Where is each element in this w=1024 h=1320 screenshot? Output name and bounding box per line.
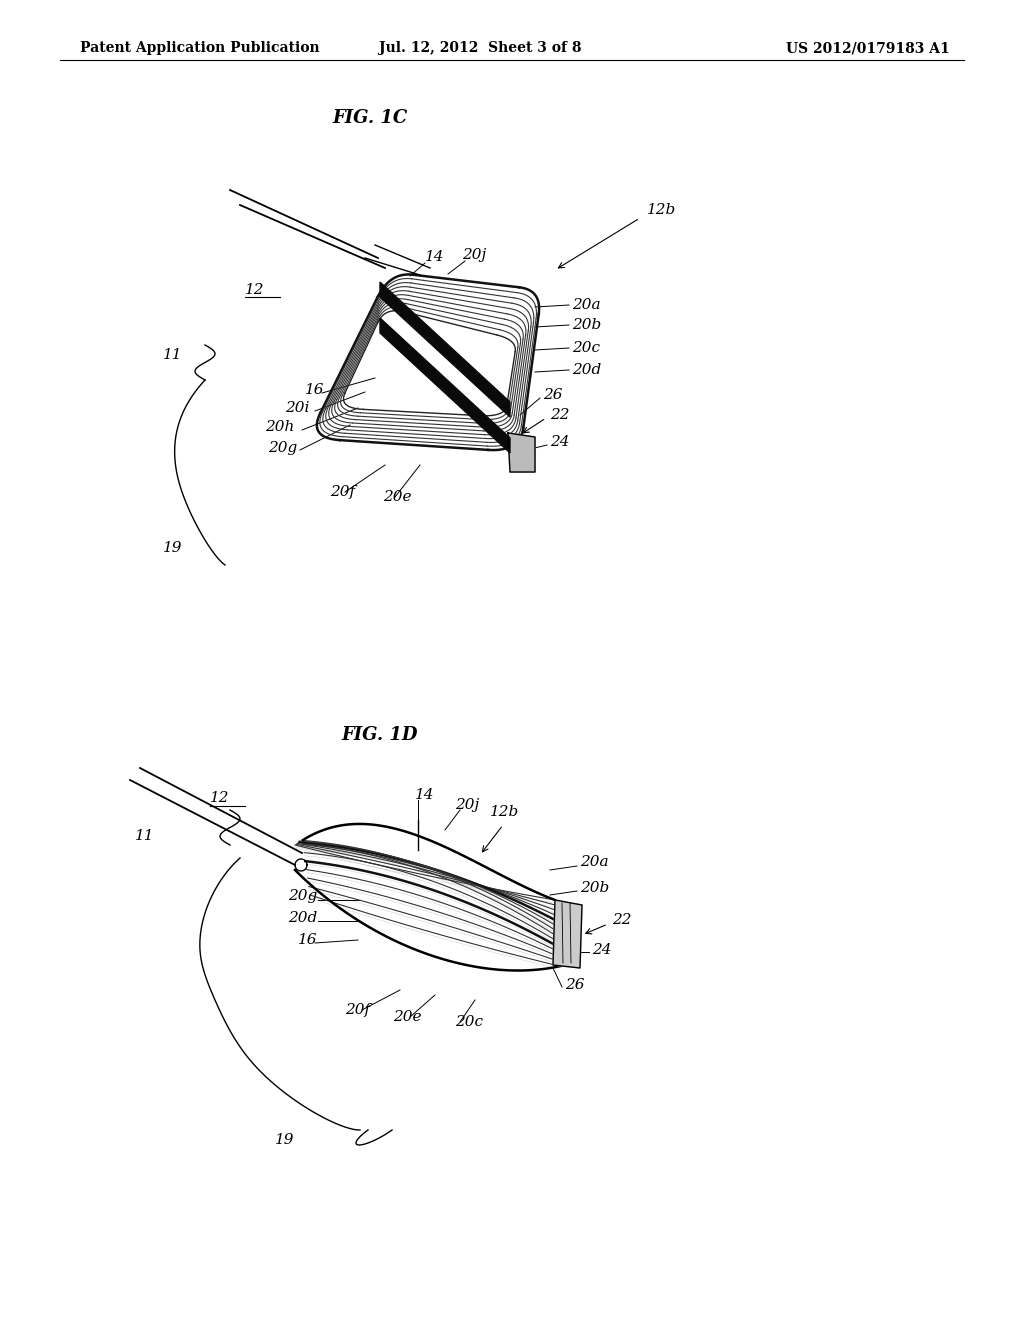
Text: 12: 12: [210, 791, 229, 805]
Text: FIG. 1C: FIG. 1C: [333, 110, 408, 127]
Text: 20f: 20f: [330, 484, 355, 499]
Text: 12b: 12b: [490, 805, 519, 818]
Text: 20d: 20d: [572, 363, 601, 378]
Text: 20d: 20d: [288, 911, 317, 925]
Polygon shape: [553, 900, 582, 968]
Text: 22: 22: [550, 408, 569, 422]
Text: 26: 26: [565, 978, 585, 993]
Text: 20a: 20a: [572, 298, 601, 312]
Text: Jul. 12, 2012  Sheet 3 of 8: Jul. 12, 2012 Sheet 3 of 8: [379, 41, 582, 55]
Text: 14: 14: [415, 788, 434, 803]
Text: US 2012/0179183 A1: US 2012/0179183 A1: [786, 41, 950, 55]
Text: 26: 26: [543, 388, 562, 403]
Text: 20c: 20c: [572, 341, 600, 355]
Text: 12b: 12b: [647, 203, 676, 216]
Text: 20a: 20a: [580, 855, 608, 869]
Text: 20f: 20f: [345, 1003, 370, 1016]
Text: 20e: 20e: [383, 490, 412, 504]
Text: Patent Application Publication: Patent Application Publication: [80, 41, 319, 55]
Text: 20j: 20j: [462, 248, 486, 261]
Text: 20b: 20b: [580, 880, 609, 895]
Text: 12: 12: [245, 282, 264, 297]
Text: 11: 11: [163, 348, 182, 362]
Text: 24: 24: [550, 436, 569, 449]
Text: 20h: 20h: [265, 420, 294, 434]
Text: 16: 16: [298, 933, 317, 946]
Text: 20j: 20j: [455, 799, 479, 812]
Text: 11: 11: [135, 829, 155, 843]
Text: FIG. 1D: FIG. 1D: [342, 726, 418, 744]
Text: 20g: 20g: [268, 441, 297, 455]
Text: 22: 22: [612, 913, 632, 927]
Text: 20g: 20g: [288, 888, 317, 903]
Text: 19: 19: [275, 1133, 295, 1147]
Polygon shape: [380, 318, 510, 453]
Text: 20b: 20b: [572, 318, 601, 333]
Text: 20e: 20e: [393, 1010, 422, 1024]
Polygon shape: [380, 282, 510, 417]
Text: 14: 14: [425, 249, 444, 264]
Text: 20c: 20c: [455, 1015, 483, 1030]
Polygon shape: [508, 433, 535, 473]
Text: 16: 16: [305, 383, 325, 397]
Text: 19: 19: [163, 541, 182, 554]
Text: 20i: 20i: [285, 401, 309, 414]
Text: 24: 24: [592, 942, 611, 957]
